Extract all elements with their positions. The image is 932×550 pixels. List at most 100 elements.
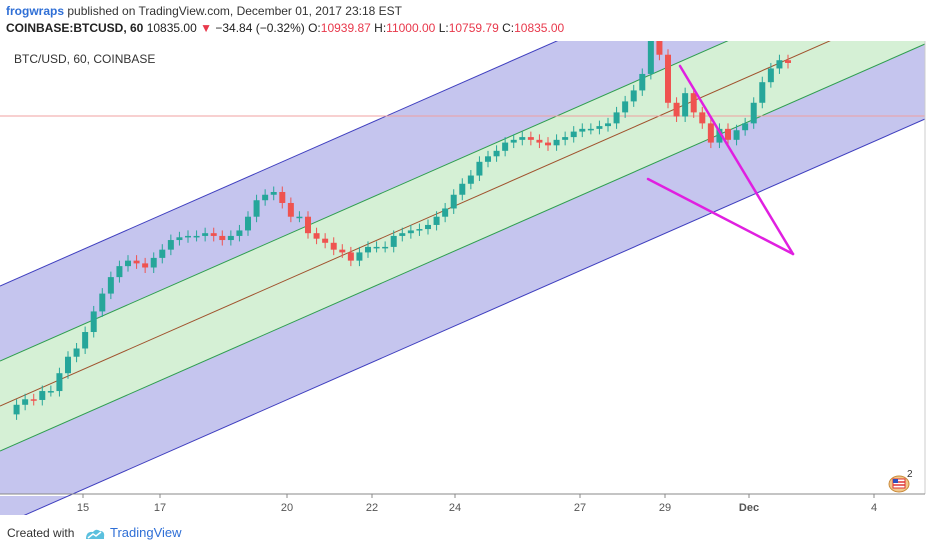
channel-inner-lower-line [0,43,926,452]
trend-lines[interactable] [646,64,795,256]
candle-body [407,230,414,234]
candle-body [476,161,483,176]
trend-line-upper[interactable] [678,64,795,256]
candle-body [596,126,603,129]
close-label: C: [502,21,515,35]
candle-body [262,194,269,201]
candle-body [245,216,251,231]
candle-body [73,348,80,357]
candle-body [510,139,517,143]
candle-body [210,233,217,236]
channel-upper-line [0,41,559,287]
candle-body [330,242,337,250]
candle-body [759,82,766,103]
high-value: 11000.00 [386,21,436,35]
x-tick-label: 15 [77,502,89,514]
candle-body [30,399,37,401]
candle-body [690,93,697,113]
trend-line-lower[interactable] [646,177,795,256]
candle-body [647,41,654,74]
candle-body [605,123,611,127]
candle-body [519,137,526,140]
x-tick-label: Dec [739,502,759,514]
footer: Created with TradingView [0,515,932,550]
candle-body [622,101,629,113]
candle-body [656,41,663,55]
candle-body [167,240,174,250]
down-arrow-icon: ▼ [200,21,212,35]
channel-inner-upper-line [0,41,729,362]
candle-body [699,112,706,124]
candle-body [553,139,560,146]
candle-body [107,277,114,294]
candle-body [22,399,29,405]
candle-body [47,391,54,393]
candle-body [373,246,380,249]
candle-body [99,293,106,312]
tradingview-link[interactable]: TradingView [84,525,182,541]
symbol-label: COINBASE:BTCUSD, 60 [6,21,144,35]
candle-body [425,224,431,230]
candle-body [750,102,757,124]
candle-body [673,102,680,117]
published-text: published on TradingView.com, December 0… [64,4,403,18]
candle-body [287,202,294,217]
flag-badge-icon[interactable]: 2 [887,468,917,494]
candle-body [639,73,646,91]
candle-body [253,200,260,217]
candle-body [13,404,20,415]
candle-body [459,183,466,195]
candle-body [185,235,191,238]
candle-body [142,263,149,268]
candle-body [39,391,46,400]
created-with-label: Created with [7,526,75,540]
candle-body [776,60,783,69]
candle-body [193,235,200,238]
candle-body [347,252,354,261]
candle-body [390,235,397,247]
candle-body [613,112,620,124]
candle-body [562,137,569,140]
candle-body [125,260,131,267]
candle-body [416,229,423,231]
x-axis: 15 17 20 22 24 27 29 Dec 4 [0,493,925,514]
candle-body [227,235,234,241]
candle-body [502,142,509,151]
candle-body [133,260,140,264]
candle-body [545,142,551,146]
candle-body [442,208,449,217]
candle-body [733,130,740,140]
badge-count: 2 [907,469,913,480]
candle-body [665,54,671,103]
last-price: 10835.00 [146,21,197,35]
candles [13,41,791,420]
x-tick-label: 29 [659,502,671,514]
price-chart[interactable]: 15 17 20 22 24 27 29 Dec 4 [0,41,932,515]
candle-body [433,216,440,225]
channel-middle-band [0,41,925,451]
open-value: 10939.87 [320,21,371,35]
candle-body [356,252,363,261]
candle-body [725,128,731,140]
price-change: −34.84 (−0.32%) [215,21,305,35]
candle-body [279,192,286,203]
candle-body [767,68,774,83]
close-value: 10835.00 [514,21,565,35]
low-label: L: [438,21,449,35]
candle-body [322,238,329,243]
candle-body [82,332,89,349]
right-margin [925,41,932,515]
tradingview-logo-icon [86,529,105,539]
x-tick-label: 4 [871,502,877,514]
candle-body [707,123,714,143]
open-label: O: [308,21,321,35]
candle-body [570,131,577,138]
candle-body [485,156,491,162]
candle-body [785,60,791,63]
x-tick-label: 22 [366,502,378,514]
x-tick-label: 17 [154,502,166,514]
candle-body [682,93,689,117]
candle-body [536,139,543,143]
candle-body [90,311,97,333]
author-link[interactable]: frogwraps [6,4,65,18]
